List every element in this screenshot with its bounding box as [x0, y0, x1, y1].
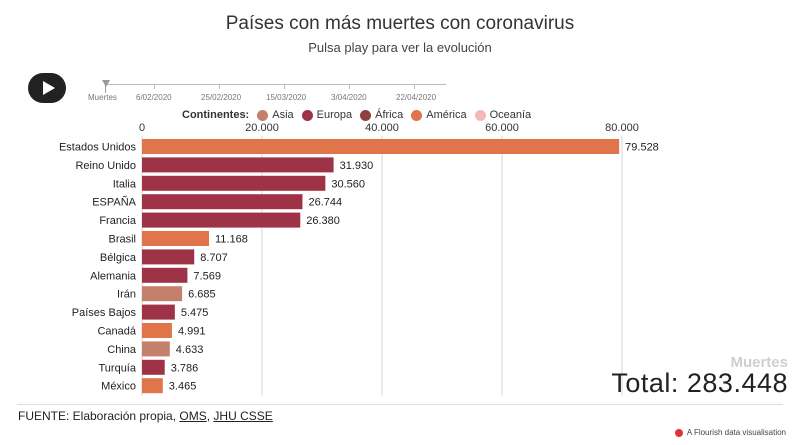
timeline-handle-icon[interactable] [102, 80, 110, 87]
value-label: 7.569 [193, 270, 221, 282]
bar [142, 378, 163, 394]
timeline-date-label: 6/02/2020 [136, 93, 172, 102]
value-label: 31.930 [340, 160, 374, 172]
category-label: ESPAÑA [92, 196, 136, 209]
category-label: Canadá [97, 326, 136, 338]
value-label: 5.475 [181, 307, 209, 319]
footer-divider [17, 404, 783, 405]
play-icon [43, 81, 55, 95]
value-label: 26.744 [308, 197, 342, 209]
legend-swatch-icon [474, 109, 486, 121]
legend-item[interactable]: África [360, 109, 403, 121]
bar [142, 231, 210, 246]
legend-item[interactable]: América [411, 109, 467, 121]
bar [142, 157, 334, 173]
bar-chart: 0 20.000 40.000 60.000 80.000 Estados Unidos 7… [59, 122, 659, 396]
x-tick-label: 80.000 [605, 122, 639, 134]
bar [142, 175, 326, 191]
category-label: Turquía [98, 362, 136, 374]
timeline-tick [414, 85, 415, 89]
bar [142, 304, 175, 320]
bar [142, 341, 170, 357]
x-tick-label: 20.000 [245, 122, 279, 134]
legend-label: Oceanía [489, 109, 532, 121]
value-label: 3.786 [171, 362, 199, 374]
category-label: Irán [117, 289, 136, 301]
footer-separator: , [206, 409, 214, 423]
legend-label: Asia [272, 109, 294, 121]
value-label: 11.168 [215, 234, 248, 246]
category-label: Italia [113, 178, 137, 190]
legend-title: Continentes: [182, 109, 250, 121]
value-label: 3.465 [169, 381, 197, 393]
timeline-tick [219, 85, 220, 89]
bar [142, 359, 165, 375]
category-label: Países Bajos [72, 307, 137, 319]
bar [142, 139, 620, 154]
bar [142, 194, 303, 210]
legend-swatch-icon [257, 109, 269, 121]
category-label: China [107, 344, 137, 356]
value-label: 30.560 [331, 178, 365, 190]
bar [142, 212, 301, 228]
legend-item[interactable]: Oceanía [474, 109, 532, 121]
x-tick-label: 0 [139, 122, 145, 134]
flourish-logo-icon [674, 428, 683, 437]
legend-label: Europa [316, 109, 353, 121]
timeline-date-label: 22/04/2020 [396, 93, 437, 102]
timeline-track [106, 84, 446, 85]
timeline-handle-stem [105, 85, 106, 93]
legend-swatch-icon [411, 109, 423, 121]
bar [142, 323, 172, 338]
source-link-jhu[interactable]: JHU CSSE [213, 409, 273, 423]
footer-source: FUENTE: Elaboración propia, OMS, JHU CSS… [18, 409, 273, 423]
timeline-tick [284, 85, 285, 89]
timeline-tick [154, 85, 155, 89]
source-link-oms[interactable]: OMS [179, 409, 207, 423]
timeline-slider[interactable]: Muertes 6/02/2020 25/02/2020 15/03/2020 3/0… [86, 80, 456, 104]
value-label: 4.991 [178, 326, 206, 338]
category-label: Alemania [90, 270, 137, 282]
category-label: Estados Unidos [59, 142, 137, 154]
value-label: 8.707 [200, 252, 228, 264]
category-label: Brasil [108, 234, 136, 246]
timeline-date-label: 3/04/2020 [331, 93, 367, 102]
value-label: 4.633 [176, 344, 204, 356]
total-value: Total: 283.448 [611, 368, 788, 398]
category-label: Reino Unido [75, 160, 136, 172]
category-label: Francia [99, 215, 137, 227]
bar [142, 249, 195, 265]
x-tick-label: 40.000 [365, 122, 399, 134]
bar [142, 267, 188, 283]
timeline-date-label: 15/03/2020 [266, 93, 307, 102]
timeline-label: Muertes [88, 93, 117, 102]
timeline-tick [349, 85, 350, 89]
category-label: México [101, 381, 136, 393]
x-tick-label: 60.000 [485, 122, 519, 134]
value-label: 79.528 [625, 142, 659, 154]
flourish-credit-text: A Flourish data visualisation [686, 428, 786, 437]
legend-item[interactable]: Europa [301, 109, 353, 121]
legend-label: América [426, 109, 467, 121]
legend-item[interactable]: Asia [257, 109, 294, 121]
total-label: Muertes [730, 354, 788, 371]
category-label: Bélgica [100, 252, 137, 264]
legend-swatch-icon [301, 109, 313, 121]
chart-title: Países con más muertes con coronavirus [225, 13, 575, 34]
play-button[interactable] [28, 73, 66, 103]
footer-prefix: FUENTE: Elaboración propia, [18, 409, 180, 423]
legend-label: África [375, 109, 404, 121]
timeline-date-label: 25/02/2020 [201, 93, 242, 102]
value-label: 26.380 [306, 215, 340, 227]
bar [142, 286, 183, 302]
chart-subtitle: Pulsa play para ver la evolución [308, 40, 492, 55]
legend-swatch-icon [360, 109, 372, 121]
value-label: 6.685 [188, 289, 216, 301]
legend: Continentes: Asia Europa África América Ocea… [182, 107, 539, 123]
flourish-credit[interactable]: A Flourish data visualisation [674, 428, 786, 437]
